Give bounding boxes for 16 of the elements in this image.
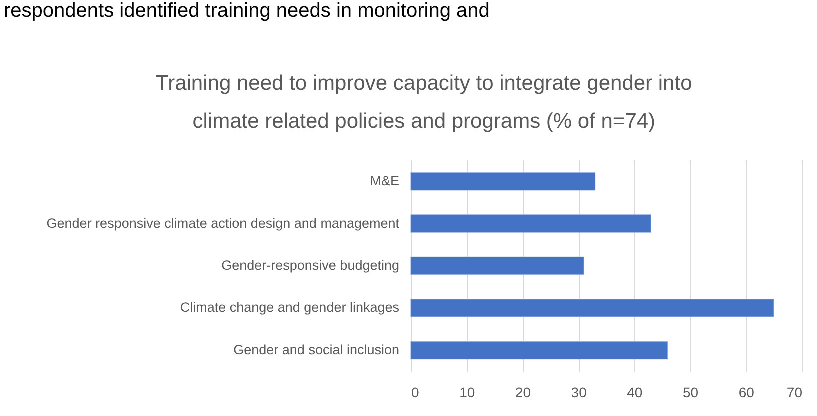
x-tick-label: 40 <box>627 384 643 400</box>
y-tick-label: M&E <box>370 174 400 189</box>
text: climate related policies and programs (% of n=74) <box>192 110 656 133</box>
x-tick-label: 0 <box>412 384 420 400</box>
x-tick-label: 30 <box>571 384 588 400</box>
y-tick-label: Gender-responsive budgeting <box>222 258 400 273</box>
x-tick-label: 70 <box>786 384 803 400</box>
x-tick-label: 20 <box>515 384 532 400</box>
text: respondents identified training needs in monitoring and <box>4 0 490 22</box>
x-tick-label: 50 <box>682 384 699 400</box>
y-tick-label: Gender and social inclusion <box>234 342 400 358</box>
y-tick-label: Climate change and gender linkages <box>180 300 400 316</box>
y-tick-label: Gender responsive climate action design and management <box>46 216 400 231</box>
x-tick-label: 10 <box>460 384 476 400</box>
x-tick-label: 60 <box>738 384 755 400</box>
text: Training need to improve capacity to integrate gender into <box>156 72 692 95</box>
